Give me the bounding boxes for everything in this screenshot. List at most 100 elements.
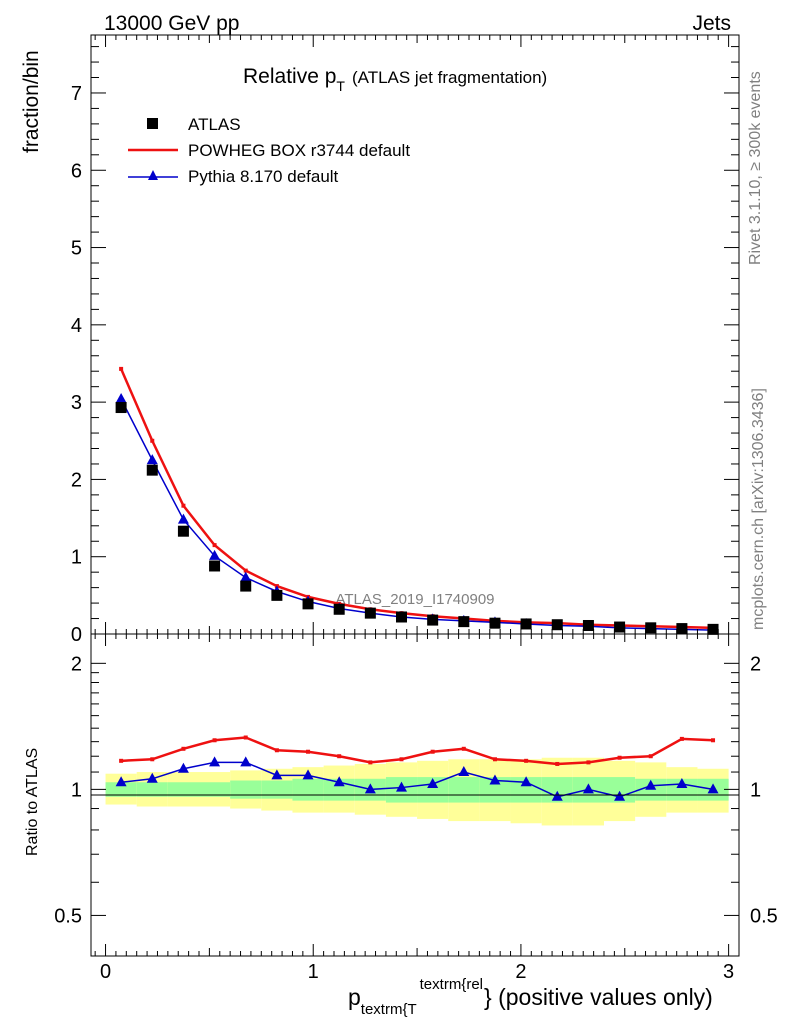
band-inner-bin <box>261 780 293 799</box>
pythia-ratio-point <box>271 769 283 780</box>
pythia-ratio-point <box>177 762 189 773</box>
atlas-point <box>333 603 345 615</box>
axis-ticks: 0 1 2 3 0 1 2 3 4 5 6 7 0.5 0.5 1 1 2 2 <box>54 35 778 983</box>
pythia-point <box>146 454 158 465</box>
atlas-point <box>614 621 626 633</box>
powheg-point <box>212 543 217 548</box>
pythia-ratio-point <box>551 790 563 801</box>
pythia-ratio-point <box>115 776 127 787</box>
y-tick-label: 5 <box>71 238 82 260</box>
powheg-ratio-point <box>648 754 653 759</box>
powheg-ratio-point <box>461 746 466 751</box>
pythia-ratio-point <box>614 790 626 801</box>
powheg-ratio-point <box>711 738 716 743</box>
legend-label-powheg: POWHEG BOX r3744 default <box>188 141 410 160</box>
powheg-line <box>119 368 714 630</box>
powheg-ratio-point <box>337 754 342 759</box>
powheg-ratio-point <box>119 758 124 763</box>
powheg-ratio-point <box>586 760 591 765</box>
legend-marker-pythia <box>148 170 158 180</box>
ratio-y-tick-label: 1 <box>71 779 82 801</box>
y-tick-label: 1 <box>71 547 82 569</box>
main-series <box>115 366 719 635</box>
pythia-ratio-point <box>364 783 376 794</box>
band-inner-bin <box>230 780 262 799</box>
pythia-ratio-point <box>146 772 158 783</box>
mcplots-label: mcplots.cern.ch [arXiv:1306.3436] <box>750 388 767 630</box>
y-tick-label: 3 <box>71 392 82 414</box>
atlas-point <box>676 623 688 635</box>
y-tick-label: 7 <box>71 83 82 105</box>
pythia-ratio-point <box>302 769 314 780</box>
powheg-ratio-point <box>555 761 560 766</box>
atlas-point <box>707 623 719 635</box>
title-main: Relative p <box>243 65 336 88</box>
band-inner-bin <box>292 778 324 801</box>
powheg-ratio-point <box>212 738 217 743</box>
atlas-point <box>146 464 158 476</box>
powheg-ratio-point <box>274 748 279 753</box>
legend-label-atlas: ATLAS <box>188 115 241 134</box>
y-tick-label: 4 <box>71 315 82 337</box>
atlas-point <box>551 619 563 631</box>
pythia-point <box>209 549 221 560</box>
powheg-ratio-point <box>679 736 684 741</box>
header-left: 13000 GeV pp <box>104 12 239 35</box>
title-sub: T <box>336 78 345 94</box>
powheg-ratio-point <box>399 757 404 762</box>
y-tick-label: 2 <box>71 469 82 491</box>
x-tick-label: 2 <box>515 961 526 983</box>
pythia-point <box>115 393 127 404</box>
analysis-watermark: ATLAS_2019_I1740909 <box>335 591 494 608</box>
atlas-point <box>489 617 501 629</box>
atlas-point <box>177 525 189 537</box>
powheg-ratio-point <box>524 758 529 763</box>
pythia-point <box>240 571 252 582</box>
pythia-ratio-point <box>396 781 407 792</box>
powheg-point <box>181 503 186 508</box>
title-extra: (ATLAS jet fragmentation) <box>352 68 547 87</box>
ratio-y-tick-label-right: 0.5 <box>750 905 778 927</box>
atlas-point <box>240 580 252 592</box>
ratio-y-tick-label-right: 1 <box>750 779 761 801</box>
powheg-ratio-point <box>492 757 497 762</box>
powheg-ratio-point <box>368 760 373 765</box>
x-tick-label: 1 <box>308 961 319 983</box>
band-inner-bin <box>167 782 199 797</box>
powheg-ratio-point <box>243 735 248 740</box>
powheg-point <box>243 568 248 573</box>
legend: ATLAS POWHEG BOX r3744 default Pythia 8.… <box>128 115 410 186</box>
powheg-point <box>119 366 124 371</box>
atlas-point <box>209 560 221 572</box>
legend-marker-atlas <box>147 118 158 129</box>
atlas-point <box>302 598 314 610</box>
x-tick-label: 3 <box>723 961 734 983</box>
atlas-point <box>520 618 532 630</box>
powheg-point <box>150 438 155 443</box>
band-inner-bin <box>448 777 480 803</box>
atlas-point <box>271 589 283 601</box>
atlas-point <box>396 611 407 623</box>
pythia-point <box>177 513 189 524</box>
pythia-ratio-point <box>645 779 657 790</box>
atlas-point <box>427 614 439 626</box>
band-inner-bin <box>105 782 137 797</box>
ratio-series <box>115 735 719 801</box>
atlas-point <box>458 616 470 628</box>
header-right: Jets <box>692 12 731 35</box>
xlabel-p: p <box>348 984 361 1010</box>
powheg-ratio-line <box>121 736 714 766</box>
pythia-ratio-point <box>427 777 439 788</box>
powheg-ratio-point <box>181 746 186 751</box>
band-inner-bin <box>136 782 168 797</box>
atlas-point <box>364 607 376 619</box>
main-y-label: fraction/bin <box>20 50 43 153</box>
main-title: Relative pT (ATLAS jet fragmentation) <box>243 65 547 94</box>
powheg-ratio-point <box>150 757 155 762</box>
pythia-ratio-line <box>121 761 714 798</box>
xlabel-rest: } (positive values only) <box>484 984 713 1010</box>
pythia-ratio-point <box>707 783 719 794</box>
xlabel-sub: textrm{T <box>361 1001 417 1018</box>
y-tick-label: 6 <box>71 160 82 182</box>
pythia-ratio-point <box>582 783 594 794</box>
